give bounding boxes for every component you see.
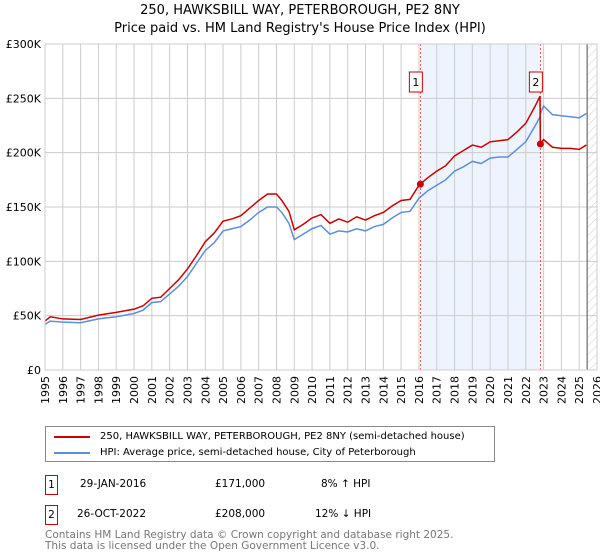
x-tick-label: 2000 (128, 376, 141, 404)
x-tick-label: 2013 (360, 376, 373, 404)
x-tick-label: 2021 (502, 376, 515, 404)
sale-point (416, 180, 424, 188)
y-tick-label: £300K (6, 38, 42, 51)
date: 29-JAN-2016 (80, 478, 147, 490)
x-tick-label: 2002 (164, 376, 177, 404)
marker-badge: 2 (45, 505, 58, 525)
plot-border (44, 43, 598, 371)
x-tick-label: 1996 (57, 376, 70, 404)
legend-label: 250, HAWKSBILL WAY, PETERBOROUGH, PE2 8N… (100, 431, 465, 442)
x-tick-label: 2001 (146, 376, 159, 404)
x-tick-label: 2020 (484, 376, 497, 404)
legend-swatch (54, 435, 90, 438)
y-tick-label: £150K (6, 201, 42, 214)
x-tick-label: 2006 (235, 376, 248, 404)
x-tick-label: 2010 (306, 376, 319, 404)
y-tick-label: £0 (27, 364, 41, 377)
x-tick-label: 2016 (413, 376, 426, 404)
subtitle-line: Price paid vs. HM Land Registry's House … (114, 21, 486, 36)
x-tick-label: 2004 (199, 376, 212, 404)
x-tick-label: 2022 (520, 376, 533, 404)
legend-swatch (54, 451, 90, 454)
x-tick-label: 2007 (253, 376, 266, 404)
x-tick-label: 1998 (92, 376, 105, 404)
x-tick-label: 2019 (466, 376, 479, 404)
y-tick-label: £50K (13, 310, 42, 323)
marker-box (528, 71, 543, 93)
date: 26-OCT-2022 (77, 508, 146, 520)
footer-line: Contains HM Land Registry data © Crown c… (45, 529, 454, 541)
title-line: 250, HAWKSBILL WAY, PETERBOROUGH, PE2 8N… (140, 3, 460, 18)
x-tick-label: 1997 (75, 376, 88, 404)
marker-label: 2 (532, 76, 539, 89)
transaction-row: 2 26-OCT-2022 £208,000 12% ↓ HPI (45, 505, 445, 525)
x-tick-label: 2005 (217, 376, 230, 404)
x-tick-label: 1999 (110, 376, 123, 404)
marker-box (408, 71, 423, 93)
x-tick-label: 2011 (324, 376, 337, 404)
hpi-diff: 8% ↑ HPI (321, 478, 371, 490)
price: £208,000 (215, 508, 266, 520)
price: £171,000 (215, 478, 266, 490)
marker-label: 1 (412, 76, 419, 89)
legend-item-hpi: HPI: Average price, semi-detached house,… (54, 447, 416, 458)
chart-title: 250, HAWKSBILL WAY, PETERBOROUGH, PE2 8N… (0, 2, 600, 38)
marker-badge: 1 (45, 475, 58, 495)
series-line (44, 104, 587, 326)
x-tick-label: 2023 (538, 376, 551, 404)
footer: Contains HM Land Registry data © Crown c… (45, 530, 453, 552)
sale-point (536, 140, 544, 148)
chart: 1995 1996 1997 1998 1999 2000 2001 2002 2003 2004… (6, 38, 600, 404)
x-tick-label: 2014 (377, 376, 390, 404)
x-tick-label: 2012 (342, 376, 355, 404)
x-tick-label: 2026 (591, 376, 600, 404)
transaction-row: 1 29-JAN-2016 £171,000 8% ↑ HPI (45, 475, 445, 495)
y-tick-label: £100K (6, 255, 42, 268)
footer-line: This data is licensed under the Open Gov… (45, 540, 380, 552)
series-line (44, 95, 587, 322)
x-tick-label: 2003 (181, 376, 194, 404)
x-tick-label: 2018 (449, 376, 462, 404)
x-tick-label: 2017 (431, 376, 444, 404)
legend: 250, HAWKSBILL WAY, PETERBOROUGH, PE2 8N… (45, 426, 495, 462)
y-tick-label: £200K (6, 147, 42, 160)
x-tick-label: 2024 (555, 376, 568, 404)
hpi-diff: 12% ↓ HPI (315, 508, 372, 520)
legend-label: HPI: Average price, semi-detached house,… (100, 447, 416, 458)
x-tick-label: 2009 (288, 376, 301, 404)
x-tick-label: 2008 (270, 376, 283, 404)
x-tick-label: 2015 (395, 376, 408, 404)
y-tick-label: £250K (6, 92, 42, 105)
x-tick-label: 2025 (573, 376, 586, 404)
x-tick-label: 1995 (39, 376, 52, 404)
legend-item-property: 250, HAWKSBILL WAY, PETERBOROUGH, PE2 8N… (54, 431, 465, 442)
